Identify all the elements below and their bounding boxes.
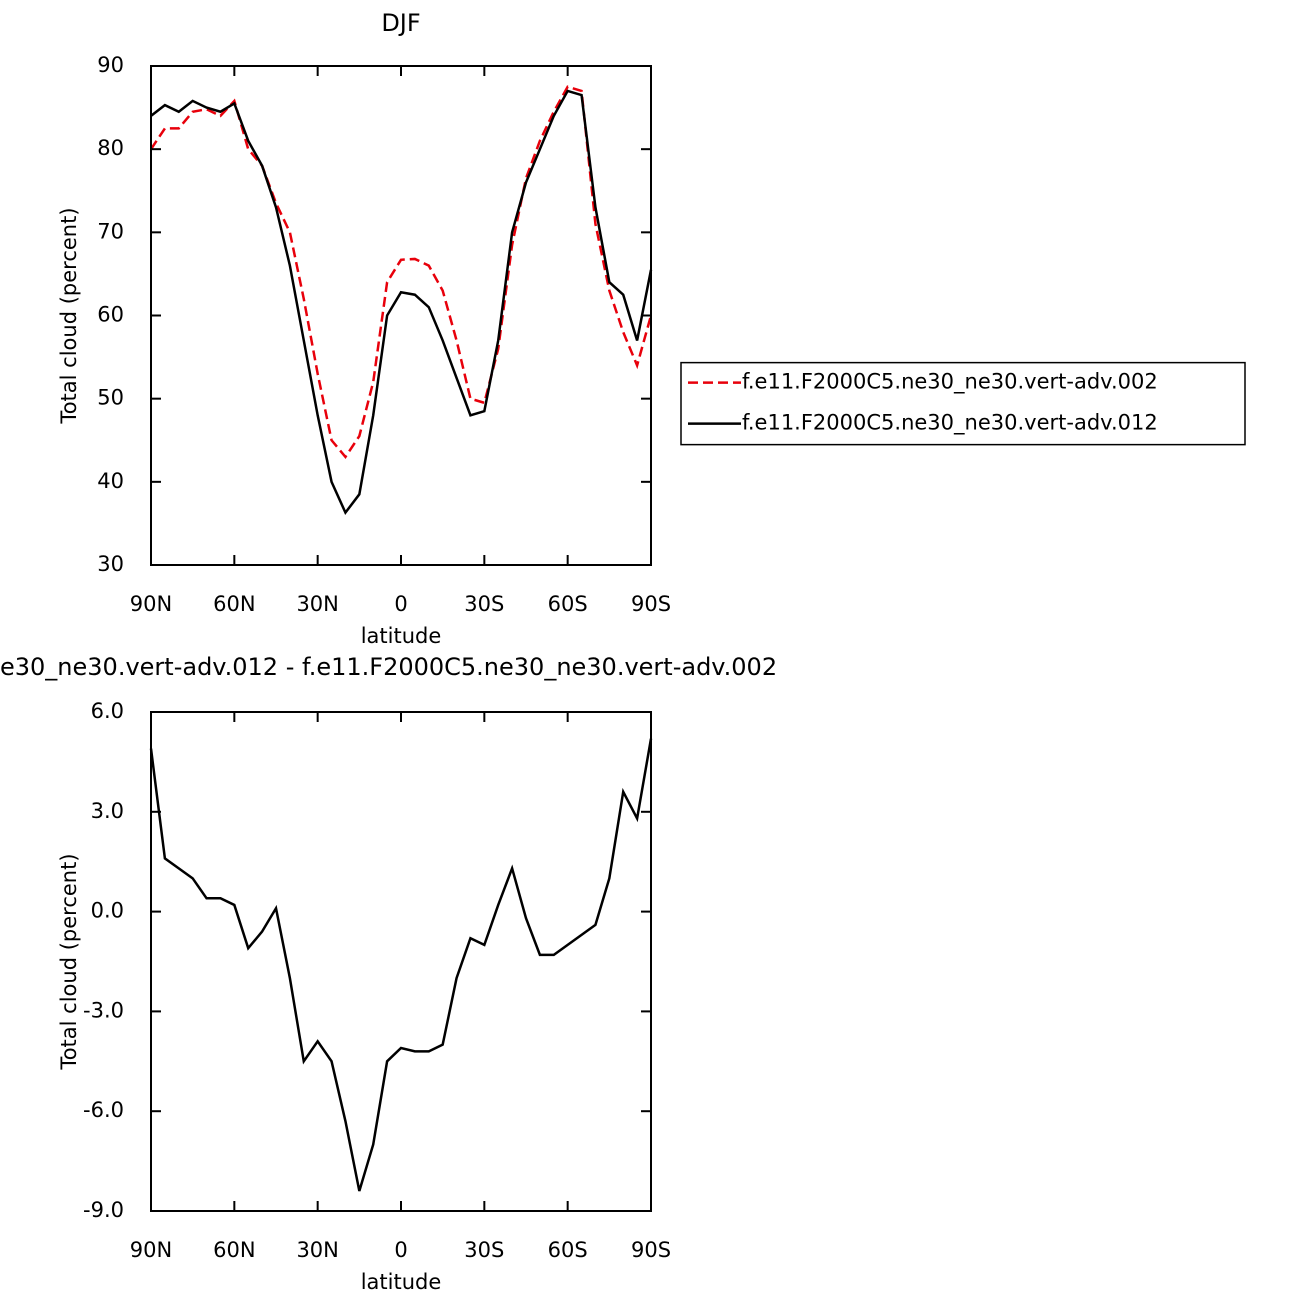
y-tick-label: 40 [97,469,124,493]
data-line [150,89,653,516]
legend-box [680,361,1246,446]
y-tick-label: 80 [97,136,124,160]
x-tick-label: 30S [464,1238,504,1262]
x-tick-label: 0 [394,592,407,616]
x-axis-label: latitude [361,624,442,648]
y-tick-label: -6.0 [83,1098,124,1122]
y-tick-label: 70 [97,219,124,243]
chart-title: DJF [381,9,420,37]
legend-label: f.e11.F2000C5.ne30_ne30.vert-adv.012 [742,411,1158,436]
y-tick-label: 30 [97,552,124,576]
plot-frame [150,65,652,566]
x-tick-label: 90S [631,592,671,616]
x-tick-label: 60S [548,592,588,616]
y-tick-label: 50 [97,386,124,410]
y-tick-label: 60 [97,303,124,327]
chart-title: e30_ne30.vert-adv.012 - f.e11.F2000C5.ne… [0,653,777,681]
x-tick-label: 30S [464,592,504,616]
y-axis-label: Total cloud (percent) [57,853,81,1070]
legend-label: f.e11.F2000C5.ne30_ne30.vert-adv.002 [742,370,1158,395]
x-tick-label: 90S [631,1238,671,1262]
x-tick-label: 0 [394,1238,407,1262]
plot-frame [150,711,652,1212]
x-tick-label: 30N [296,592,338,616]
y-tick-label: 6.0 [91,699,124,723]
y-axis-label: Total cloud (percent) [57,207,81,424]
x-tick-label: 90N [130,592,172,616]
y-tick-label: -3.0 [83,998,124,1022]
y-tick-label: 3.0 [91,799,124,823]
x-tick-label: 60N [213,592,255,616]
y-tick-label: 90 [97,53,124,77]
x-axis-label: latitude [361,1270,442,1294]
x-tick-label: 30N [296,1238,338,1262]
y-tick-label: -9.0 [83,1198,124,1222]
x-tick-label: 60S [548,1238,588,1262]
y-tick-label: 0.0 [91,899,124,923]
x-tick-label: 60N [213,1238,255,1262]
data-line [149,738,653,1192]
data-line [149,85,653,459]
x-tick-label: 90N [130,1238,172,1262]
